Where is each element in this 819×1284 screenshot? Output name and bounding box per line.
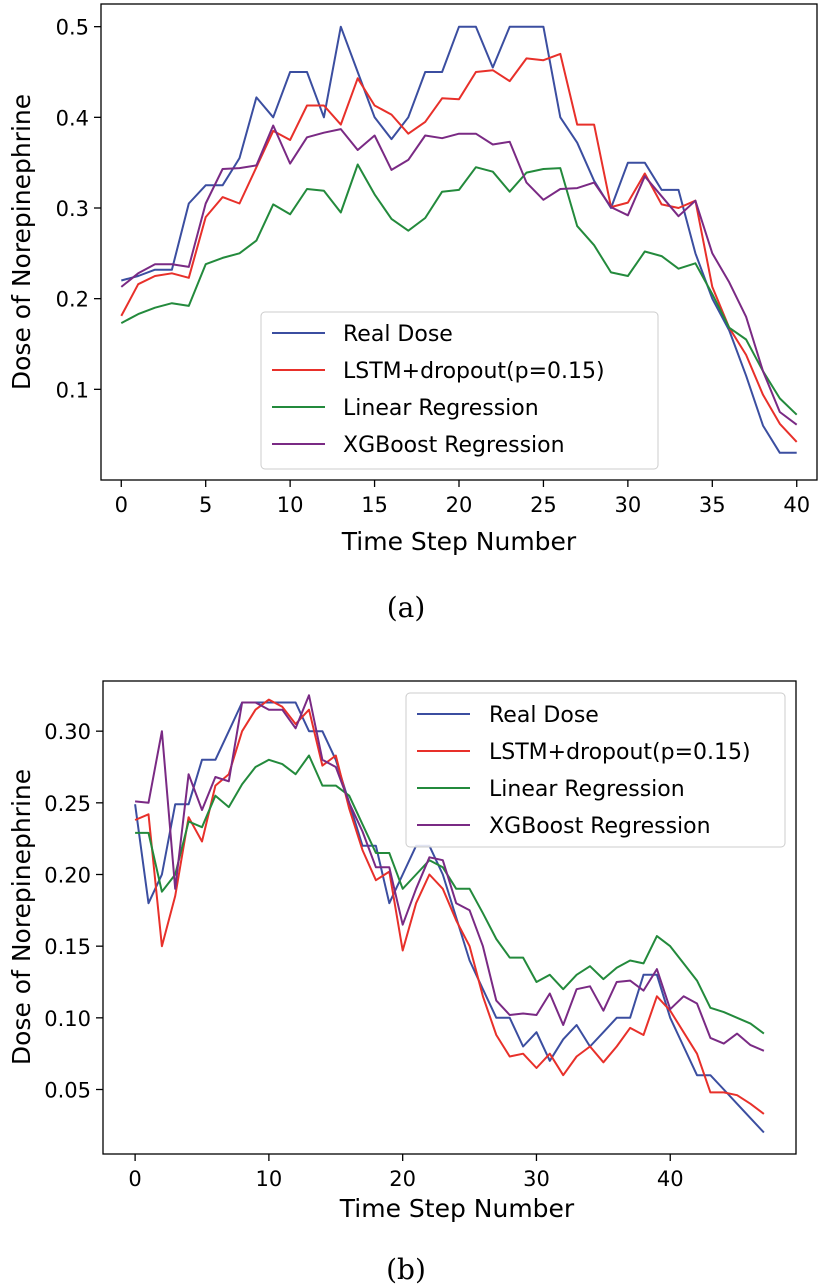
chart-b-axes-frame — [102, 680, 797, 1155]
chart-a-y-axis-label: Dose of Norepinephrine — [7, 94, 36, 390]
chart-a-x-tick-label: 5 — [199, 493, 212, 517]
chart-b-series-xgboost-regression — [134, 694, 765, 1052]
chart-a-y-tick-label: 0.2 — [56, 288, 89, 312]
chart-b-series-lstm-dropout-p-0-15 — [134, 698, 765, 1115]
chart-b-y-tick-label: 0.20 — [44, 864, 91, 888]
chart-b-x-tick-label: 20 — [389, 1167, 416, 1191]
chart-b-legend: Real Dose LSTM+dropout(p=0.15) Linear Re… — [405, 692, 786, 848]
chart-a-x-tick-label: 30 — [615, 493, 642, 517]
chart-b-y-tick-label: 0.15 — [44, 935, 91, 959]
chart-a-series-xgboost-regression — [120, 124, 798, 426]
chart-a-legend-label-real-dose: Real Dose — [343, 322, 453, 347]
chart-a-x-tick-label: 20 — [446, 493, 473, 517]
chart-b-x-axis-label: Time Step Number — [339, 1194, 575, 1223]
chart-b-legend-label-real-dose: Real Dose — [489, 703, 599, 728]
chart-b-series-linear-regression — [135, 754, 765, 1035]
chart-a-legend: Real Dose LSTM+dropout(p=0.15) Linear Re… — [260, 311, 659, 470]
chart-a-legend-label-linear: Linear Regression — [343, 396, 539, 421]
chart-a-x-tick-label: 40 — [783, 493, 810, 517]
chart-b-y-tick-label: 0.10 — [44, 1007, 91, 1031]
chart-b-y-tick-label: 0.25 — [44, 792, 91, 816]
chart-a-ticks: 0 5 10 15 20 25 30 35 40 0.1 0.2 0.3 0.4 0.5 — [56, 16, 811, 517]
chart-a-series-lstm-dropout-p-0-15 — [120, 52, 798, 443]
chart-a-legend-label-lstm: LSTM+dropout(p=0.15) — [343, 359, 605, 384]
chart-a-x-tick-label: 35 — [699, 493, 726, 517]
chart-a: 0 5 10 15 20 25 30 35 40 0.1 0.2 0.3 0.4 0.5 Real Dos… — [7, 3, 818, 624]
chart-b: 0 10 20 30 40 0.05 0.10 0.15 0.20 0.25 0.30 Real D… — [7, 680, 797, 1284]
chart-b-ticks: 0 10 20 30 40 0.05 0.10 0.15 0.20 0.25 0.30 — [44, 720, 683, 1191]
chart-b-y-tick-label: 0.05 — [44, 1079, 91, 1103]
chart-b-x-tick-label: 40 — [657, 1167, 684, 1191]
chart-a-caption: (a) — [387, 591, 426, 624]
chart-a-y-tick-label: 0.5 — [56, 16, 89, 40]
chart-b-legend-label-lstm: LSTM+dropout(p=0.15) — [489, 740, 751, 765]
chart-b-series-real-dose — [134, 701, 765, 1134]
chart-b-legend-label-xgboost: XGBoost Regression — [489, 814, 711, 839]
chart-a-x-tick-label: 10 — [277, 493, 304, 517]
chart-b-legend-box — [405, 692, 786, 848]
chart-b-x-tick-label: 0 — [128, 1167, 141, 1191]
chart-a-x-axis-label: Time Step Number — [341, 527, 577, 556]
chart-a-y-tick-label: 0.3 — [56, 197, 89, 221]
chart-b-y-axis-label: Dose of Norepinephrine — [7, 769, 36, 1065]
chart-a-x-tick-label: 0 — [115, 493, 128, 517]
chart-a-legend-box — [260, 311, 659, 470]
chart-b-caption: (b) — [386, 1253, 426, 1284]
chart-b-y-tick-label: 0.30 — [44, 720, 91, 744]
chart-a-x-tick-label: 15 — [361, 493, 388, 517]
chart-a-series-linear-regression — [120, 163, 798, 416]
chart-a-y-tick-label: 0.1 — [56, 378, 89, 402]
chart-b-x-tick-label: 30 — [523, 1167, 550, 1191]
chart-a-x-tick-label: 25 — [530, 493, 557, 517]
chart-b-legend-label-linear: Linear Regression — [489, 777, 685, 802]
chart-b-plot-area — [134, 694, 765, 1134]
chart-a-plot-area — [120, 25, 798, 454]
chart-a-legend-label-xgboost: XGBoost Regression — [343, 433, 565, 458]
chart-b-x-tick-label: 10 — [256, 1167, 283, 1191]
chart-a-y-tick-label: 0.4 — [56, 106, 89, 130]
